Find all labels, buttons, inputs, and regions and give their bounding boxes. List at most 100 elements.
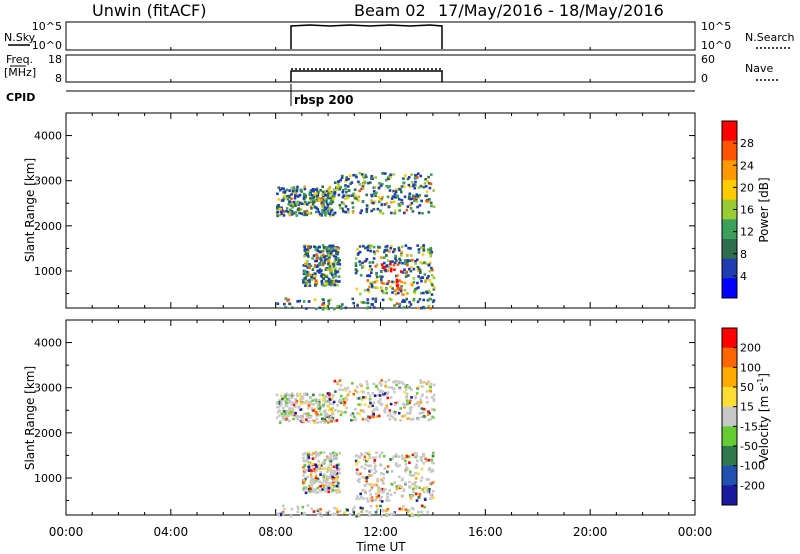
echo-cell — [376, 249, 379, 253]
echo-cell — [371, 392, 375, 395]
echo-cell — [317, 199, 321, 202]
echo-cell — [390, 386, 394, 389]
echo-cell — [409, 207, 413, 210]
y-tick-label: 2000 — [34, 220, 62, 233]
echo-cell — [375, 275, 379, 279]
echo-cell — [374, 176, 377, 179]
echo-cell — [414, 492, 418, 496]
echo-cell — [287, 210, 290, 214]
echo-cell — [311, 399, 314, 402]
echo-cell — [327, 405, 330, 408]
echo-cell — [293, 191, 296, 194]
echo-cell — [301, 396, 305, 400]
echo-cell — [304, 262, 307, 266]
echo-cell — [415, 499, 419, 502]
echo-cell — [291, 203, 295, 207]
echo-cell — [398, 475, 401, 479]
echo-cell — [390, 512, 393, 516]
echo-cell — [377, 195, 381, 199]
echo-cell — [420, 459, 423, 462]
echo-cell — [339, 206, 342, 210]
echo-cell — [327, 490, 330, 494]
echo-cell — [357, 252, 360, 255]
colorbar-segment — [722, 180, 737, 201]
echo-cell — [394, 454, 398, 458]
echo-cell — [299, 401, 303, 404]
echo-cell — [338, 187, 341, 191]
echo-cell — [316, 477, 320, 481]
echo-cell — [343, 401, 346, 404]
echo-cell — [410, 265, 413, 269]
echo-cell — [389, 396, 393, 399]
echo-cell — [375, 279, 379, 283]
nsky-right-tick-bottom: 10^0 — [701, 39, 731, 52]
echo-cell — [405, 466, 408, 469]
echo-cell — [318, 263, 321, 266]
echo-cell — [420, 276, 424, 279]
echo-cell — [328, 402, 332, 405]
echo-cell — [383, 265, 386, 269]
echo-cell — [360, 510, 363, 514]
echo-cell — [374, 300, 377, 303]
echo-cell — [333, 181, 337, 184]
echo-cell — [409, 470, 412, 474]
echo-cell — [316, 405, 320, 408]
echo-cell — [324, 282, 327, 286]
echo-cell — [361, 417, 365, 421]
echo-cell — [400, 280, 403, 284]
echo-cell — [380, 270, 383, 274]
echo-cell — [295, 188, 299, 191]
echo-cell — [366, 288, 370, 292]
echo-cell — [396, 287, 400, 290]
echo-cell — [373, 459, 377, 462]
echo-cell — [428, 389, 432, 392]
echo-cell — [365, 481, 369, 485]
echo-cell — [281, 406, 285, 410]
echo-cell — [303, 513, 306, 516]
echo-cell — [302, 281, 305, 284]
echo-cell — [335, 252, 338, 255]
echo-cell — [326, 456, 329, 460]
echo-cell — [331, 412, 334, 416]
echo-cell — [378, 455, 381, 459]
echo-cell — [370, 175, 373, 178]
echo-cell — [276, 210, 279, 214]
echo-cell — [328, 186, 332, 189]
echo-cell — [417, 385, 420, 389]
echo-cell — [358, 456, 362, 459]
echo-cell — [323, 488, 327, 491]
echo-cell — [376, 207, 380, 211]
echo-cell — [400, 190, 403, 194]
echo-cell — [316, 402, 320, 405]
echo-cell — [415, 200, 419, 203]
velocity-colorbar-label: Velocity [m s-1] — [756, 373, 771, 463]
echo-cell — [380, 278, 383, 281]
echo-cell — [319, 269, 323, 273]
echo-cell — [430, 250, 434, 254]
echo-cell — [324, 395, 328, 398]
echo-cell — [327, 188, 330, 191]
echo-cell — [420, 467, 424, 471]
echo-cell — [381, 212, 385, 215]
echo-cell — [322, 209, 326, 213]
echo-cell — [316, 207, 320, 211]
echo-cell — [361, 396, 365, 399]
echo-cell — [355, 515, 359, 518]
echo-cell — [410, 512, 414, 516]
x-axis: 00:00 04:00 08:00 12:00 16:00 20:00 00:00 — [49, 47, 712, 539]
echo-cell — [396, 281, 399, 284]
echo-cell — [321, 419, 325, 423]
echo-cell — [306, 475, 309, 479]
echo-cell — [363, 455, 367, 459]
echo-cell — [325, 202, 329, 205]
echo-cell — [413, 485, 417, 489]
echo-cell — [337, 260, 340, 264]
echo-cell — [344, 179, 347, 183]
echo-cell — [315, 465, 318, 468]
echo-cell — [317, 191, 320, 194]
velocity-ylabel: Slant Range [km] — [23, 366, 37, 470]
echo-cell — [432, 496, 435, 500]
echo-cell — [424, 279, 427, 282]
echo-cell — [354, 262, 358, 265]
